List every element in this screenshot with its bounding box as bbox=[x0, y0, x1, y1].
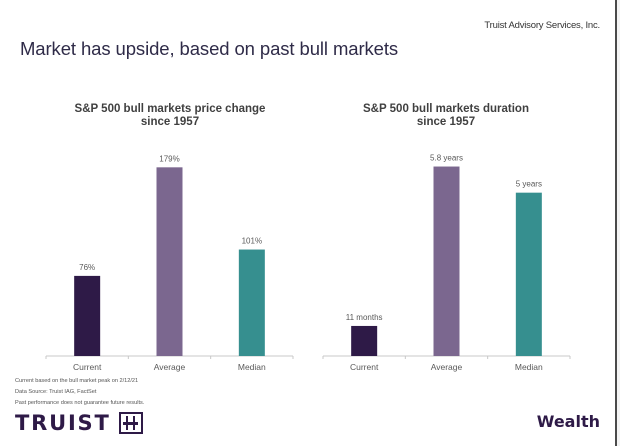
truist-logo-mark-icon bbox=[118, 412, 143, 434]
chart-2-title: S&P 500 bull markets duration since 1957 bbox=[316, 103, 576, 129]
bar-average bbox=[156, 167, 183, 356]
truist-logo: TRUIST bbox=[15, 411, 143, 435]
data-label-average: 5.8 years bbox=[430, 154, 463, 163]
bar-current bbox=[74, 275, 101, 356]
bar-median bbox=[238, 249, 265, 356]
bar-median bbox=[515, 192, 542, 356]
data-label-average: 179% bbox=[159, 154, 179, 163]
chart-2-title-line-2: since 1957 bbox=[416, 116, 476, 128]
chart-1-title: S&P 500 bull markets price change since … bbox=[40, 103, 300, 129]
company-name: Truist Advisory Services, Inc. bbox=[484, 20, 600, 31]
window-edge bbox=[615, 0, 617, 446]
bar-current bbox=[351, 325, 378, 356]
chart-2-title-line-1: S&P 500 bull markets duration bbox=[363, 103, 529, 115]
footnote-current: Current based on the bull market peak on… bbox=[15, 378, 139, 384]
data-label-current: 76% bbox=[79, 263, 95, 272]
price-change-chart: 76% Current 179% Average 101% Median bbox=[45, 154, 294, 372]
wealth-label: Wealth bbox=[536, 412, 600, 431]
chart-1-title-line-2: since 1957 bbox=[140, 116, 200, 128]
chart-1-title-line-1: S&P 500 bull markets price change bbox=[74, 103, 266, 115]
duration-chart: 11 months Current 5.8 years Average 5 years M… bbox=[322, 154, 571, 372]
truist-logo-text: TRUIST bbox=[15, 411, 111, 435]
tick-label-median: Median bbox=[515, 362, 543, 372]
footnote-disclaimer: Past performance does not guarantee futu… bbox=[15, 400, 145, 406]
bar-average bbox=[433, 166, 460, 356]
data-label-median: 5 years bbox=[516, 180, 542, 189]
footnote-source: Data Source: Truist IAG, FactSet bbox=[15, 389, 97, 395]
tick-label-average: Average bbox=[154, 362, 186, 372]
window-edge-margin bbox=[617, 0, 620, 446]
tick-label-current: Current bbox=[73, 362, 102, 372]
tick-label-current: Current bbox=[350, 362, 379, 372]
data-label-median: 101% bbox=[242, 237, 262, 246]
data-label-current: 11 months bbox=[346, 313, 383, 322]
page-title: Market has upside, based on past bull ma… bbox=[20, 38, 399, 59]
tick-label-average: Average bbox=[431, 362, 463, 372]
tick-label-median: Median bbox=[238, 362, 266, 372]
